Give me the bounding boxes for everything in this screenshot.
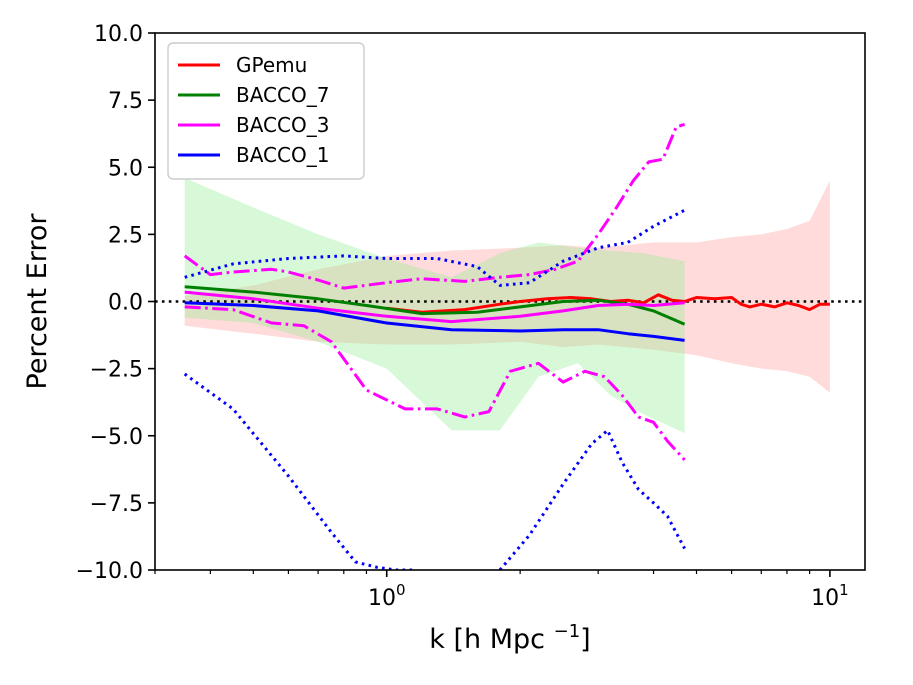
series-line-bacco-3-mean <box>184 290 685 324</box>
legend-box <box>167 42 365 180</box>
y-tick-label: −5.0 <box>90 425 143 450</box>
legend-label-bacco-1: BACCO_1 <box>236 143 329 167</box>
legend-label-bacco-7: BACCO_7 <box>236 83 329 107</box>
series-line-gpemu <box>386 293 830 314</box>
y-tick-label: 0.0 <box>108 291 143 316</box>
legend-label-gpemu: GPemu <box>236 53 307 77</box>
y-tick-label: 5.0 <box>108 156 143 181</box>
y-tick-label: −10.0 <box>76 559 143 584</box>
series-line-bacco-1-upper <box>184 208 686 287</box>
y-tick-label: 2.5 <box>108 223 143 248</box>
series-line-bacco-1-lower-left <box>183 372 414 570</box>
y-tick-label: 10.0 <box>94 22 143 47</box>
y-tick-label: −2.5 <box>90 358 143 383</box>
legend-label-bacco-3: BACCO_3 <box>236 113 329 137</box>
band-bacco-7-range <box>184 178 685 434</box>
series-lines <box>183 122 830 570</box>
y-tick-label: −7.5 <box>90 492 143 517</box>
x-axis-label: k [h Mpc −1] <box>429 621 590 655</box>
y-axis-label: Percent Error <box>22 213 53 390</box>
axes: 10.0 7.5 5.0 2.5 0.0 −2.5 −5.0 −7.5 −10.0 100 101 k… <box>22 22 866 655</box>
x-tick-label: 101 <box>811 581 849 611</box>
series-line-bacco-1-mean <box>184 301 685 342</box>
x-tick-label: 100 <box>368 581 406 611</box>
series-line-bacco-1-lower-right <box>498 428 686 570</box>
series-line-bacco-3-lower <box>184 305 686 461</box>
series-line-bacco-3-upper <box>183 122 686 290</box>
y-tick-label: 7.5 <box>108 89 143 114</box>
legend: GPemu BACCO_7 BACCO_3 BACCO_1 <box>167 42 365 180</box>
error-bands <box>184 178 830 434</box>
